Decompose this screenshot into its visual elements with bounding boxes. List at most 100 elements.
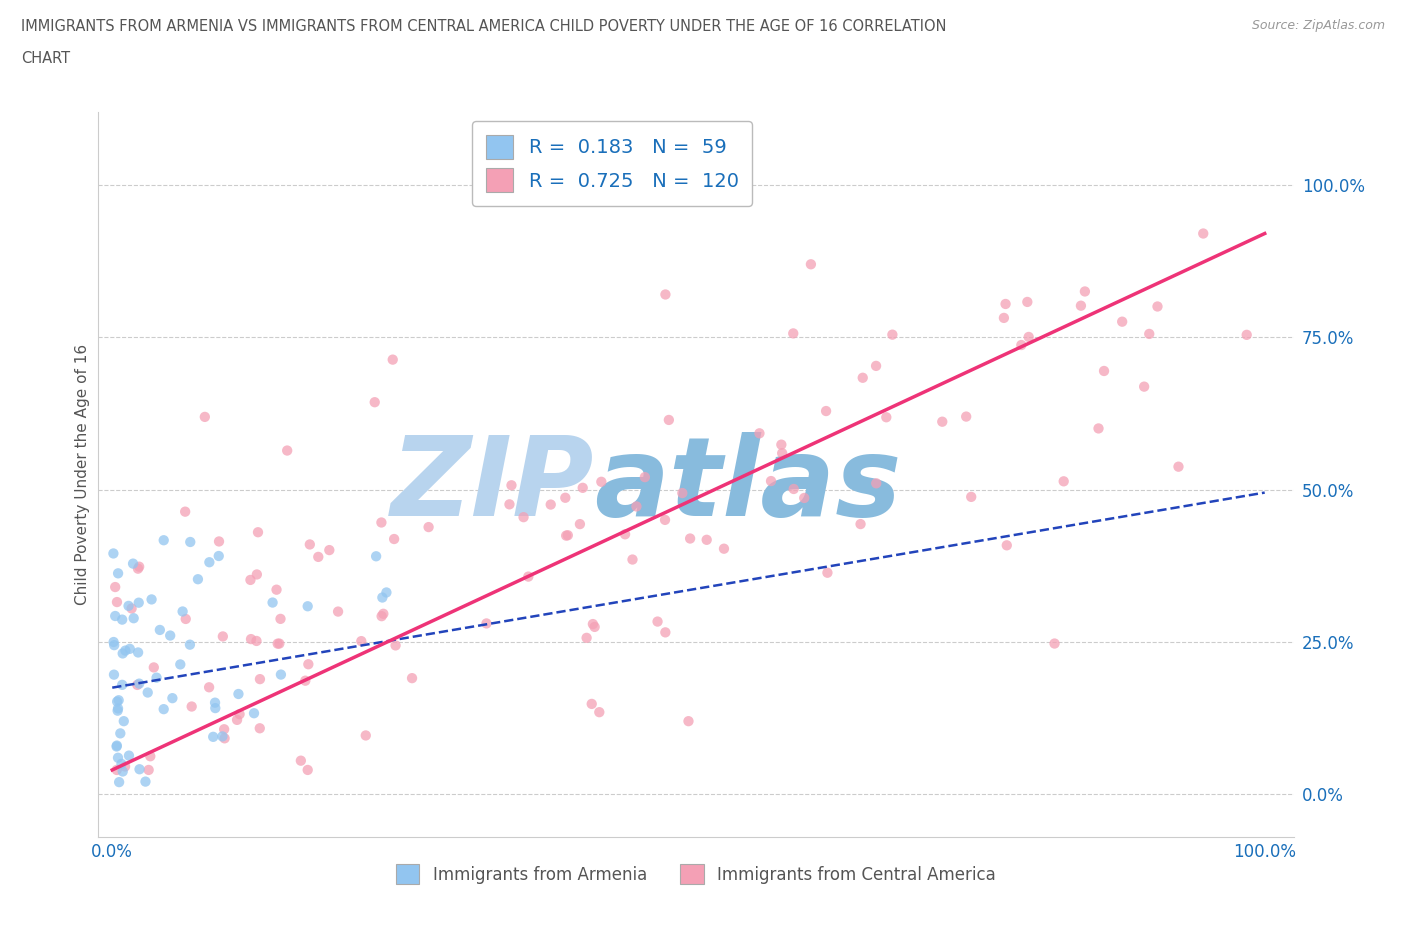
Point	[104, 579, 127, 594]
Point	[174, 504, 197, 519]
Point	[105, 738, 128, 753]
Point	[103, 546, 125, 561]
Point	[1053, 474, 1076, 489]
Point	[107, 701, 129, 716]
Point	[800, 257, 823, 272]
Point	[198, 555, 221, 570]
Point	[1146, 299, 1168, 314]
Point	[782, 326, 804, 341]
Point	[1018, 329, 1040, 344]
Point	[1137, 326, 1160, 341]
Point	[614, 527, 637, 542]
Point	[204, 696, 226, 711]
Point	[517, 569, 540, 584]
Point	[759, 473, 782, 488]
Point	[588, 705, 610, 720]
Point	[770, 445, 793, 460]
Point	[107, 565, 129, 580]
Point	[370, 609, 392, 624]
Point	[318, 543, 340, 558]
Point	[270, 667, 292, 682]
Point	[654, 625, 676, 640]
Point	[713, 541, 735, 556]
Point	[555, 528, 578, 543]
Point	[696, 532, 718, 547]
Point	[107, 693, 129, 708]
Point	[198, 680, 221, 695]
Point	[849, 517, 872, 532]
Point	[128, 559, 150, 574]
Point	[882, 327, 904, 342]
Point	[865, 476, 887, 491]
Point	[118, 642, 141, 657]
Point	[366, 549, 388, 564]
Point	[634, 470, 657, 485]
Point	[128, 595, 150, 610]
Point	[139, 749, 162, 764]
Point	[127, 677, 149, 692]
Point	[498, 497, 520, 512]
Point	[111, 612, 134, 627]
Y-axis label: Child Poverty Under the Age of 16: Child Poverty Under the Age of 16	[75, 344, 90, 604]
Point	[475, 616, 498, 631]
Point	[111, 677, 134, 692]
Point	[654, 287, 676, 302]
Point	[208, 534, 231, 549]
Point	[647, 614, 669, 629]
Point	[276, 443, 298, 458]
Point	[583, 619, 606, 634]
Point	[107, 703, 129, 718]
Point	[107, 751, 129, 765]
Point	[226, 712, 249, 727]
Point	[228, 707, 250, 722]
Point	[208, 549, 231, 564]
Point	[375, 585, 398, 600]
Point	[371, 590, 394, 604]
Point	[159, 628, 181, 643]
Point	[211, 729, 233, 744]
Point	[793, 490, 815, 505]
Point	[122, 611, 145, 626]
Point	[571, 481, 593, 496]
Point	[575, 631, 598, 645]
Point	[370, 515, 392, 530]
Point	[169, 657, 191, 671]
Point	[955, 409, 977, 424]
Point	[127, 645, 149, 660]
Point	[1236, 327, 1258, 342]
Point	[112, 713, 135, 728]
Point	[111, 764, 134, 779]
Point	[138, 763, 160, 777]
Point	[783, 482, 806, 497]
Point	[269, 636, 291, 651]
Point	[114, 759, 136, 774]
Text: Source: ZipAtlas.com: Source: ZipAtlas.com	[1251, 19, 1385, 32]
Point	[381, 352, 404, 367]
Point	[180, 699, 202, 714]
Point	[1074, 284, 1097, 299]
Point	[384, 638, 406, 653]
Point	[373, 606, 395, 621]
Point	[245, 633, 267, 648]
Text: ZIP: ZIP	[391, 432, 595, 538]
Point	[626, 499, 648, 514]
Point	[105, 763, 128, 777]
Point	[1133, 379, 1156, 394]
Point	[179, 535, 201, 550]
Point	[770, 437, 793, 452]
Point	[294, 673, 316, 688]
Text: atlas: atlas	[595, 432, 901, 538]
Point	[152, 533, 174, 548]
Point	[134, 774, 156, 789]
Point	[994, 297, 1017, 312]
Point	[568, 517, 591, 532]
Point	[214, 731, 236, 746]
Point	[678, 713, 700, 728]
Point	[382, 532, 405, 547]
Point	[960, 489, 983, 504]
Point	[105, 739, 128, 754]
Point	[557, 528, 579, 543]
Point	[1010, 338, 1032, 352]
Point	[246, 567, 269, 582]
Text: CHART: CHART	[21, 51, 70, 66]
